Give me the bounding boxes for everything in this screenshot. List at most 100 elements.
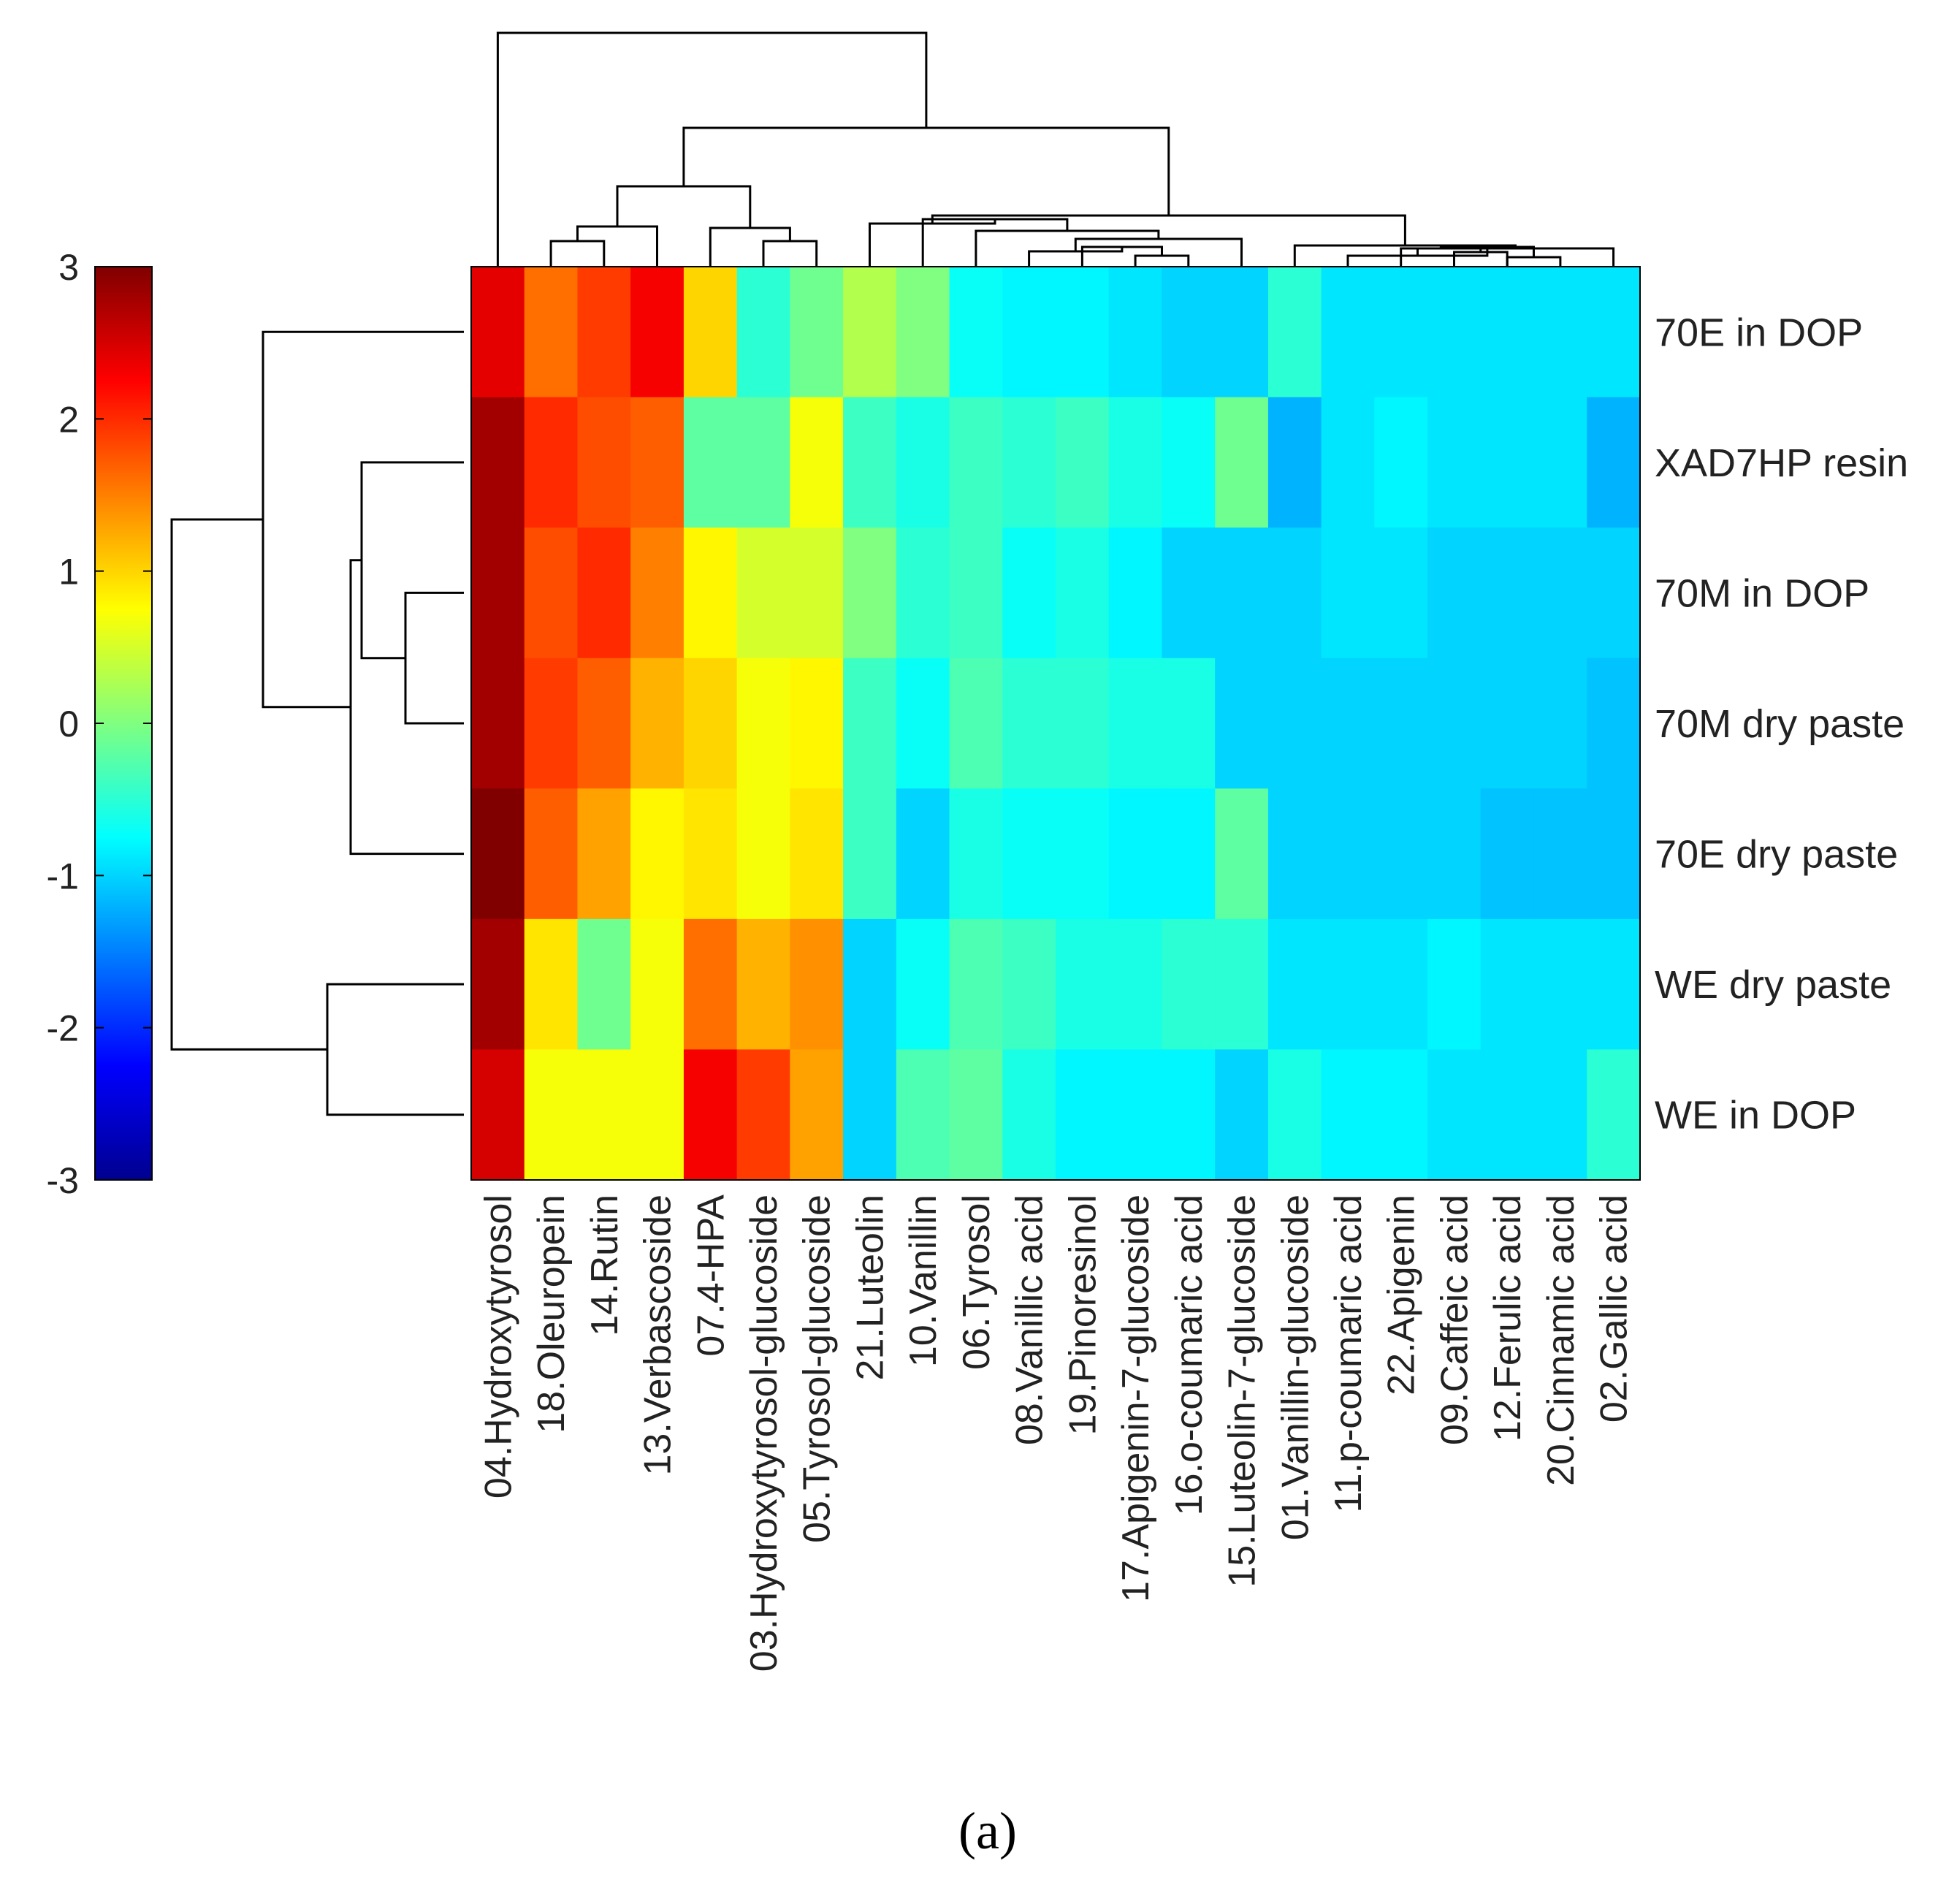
heatmap-cell: [577, 788, 631, 920]
heatmap-cell: [1427, 658, 1482, 789]
dendrogram-branch: [975, 229, 1160, 267]
heatmap-cell: [896, 267, 950, 398]
colorbar-tick-label: 3: [58, 247, 79, 288]
heatmap-cell: [1162, 788, 1216, 920]
heatmap-cell: [471, 788, 525, 920]
heatmap-cell: [1002, 1049, 1056, 1181]
colorbar-tick-label: 0: [58, 704, 79, 744]
heatmap-cell: [896, 788, 950, 920]
heatmap-cell: [1533, 788, 1587, 920]
heatmap-cell: [1056, 788, 1110, 920]
heatmap-cell: [524, 267, 579, 398]
heatmap-cell: [524, 527, 579, 659]
heatmap-cell: [1321, 918, 1375, 1051]
heatmap-cell: [736, 1049, 790, 1181]
heatmap-cell: [577, 397, 631, 528]
heatmap-cell: [843, 658, 897, 789]
heatmap-cell: [1162, 1049, 1216, 1181]
dendrogram-branch: [349, 559, 464, 856]
heatmap-cell: [736, 918, 790, 1051]
heatmap-cell: [790, 658, 844, 789]
colorbar-tick-label: -3: [47, 1160, 79, 1201]
dendrogram-branch: [682, 126, 1170, 216]
column-label: 10.Vanillin: [902, 1195, 945, 1367]
heatmap-cell: [1374, 1049, 1428, 1181]
heatmap-cell: [1267, 788, 1322, 920]
heatmap-cell: [843, 527, 897, 659]
heatmap-cell: [1162, 527, 1216, 659]
heatmap-cell: [1215, 267, 1269, 398]
heatmap-cell: [1267, 397, 1322, 528]
heatmap-cell: [790, 918, 844, 1051]
row-label: 70M dry paste: [1655, 702, 1904, 746]
dendrogram-branch: [404, 591, 464, 725]
row-label: WE dry paste: [1655, 963, 1891, 1007]
heatmap-cell: [949, 267, 1003, 398]
column-label: 22.Apigenin: [1381, 1195, 1423, 1395]
dendrogram-branch: [921, 218, 1069, 267]
heatmap-cell: [1427, 267, 1482, 398]
column-label: 20.Cinnamic acid: [1540, 1195, 1582, 1486]
heatmap-cell: [1374, 658, 1428, 789]
heatmap-cell: [524, 1049, 579, 1181]
heatmap-cell: [896, 527, 950, 659]
heatmap-cell: [1267, 267, 1322, 398]
heatmap-cell: [630, 527, 685, 659]
column-label: 05.Tyrosol-glucoside: [796, 1195, 839, 1543]
heatmap-cell: [1215, 658, 1269, 789]
heatmap-cell: [843, 267, 897, 398]
heatmap-cell: [630, 397, 685, 528]
row-label: 70E in DOP: [1655, 311, 1863, 354]
heatmap-cell: [1321, 397, 1375, 528]
row-label: 70E dry paste: [1655, 833, 1898, 877]
heatmap-cell: [1267, 1049, 1322, 1181]
heatmap-cell: [1480, 918, 1535, 1051]
heatmap-cell: [1321, 788, 1375, 920]
column-label: 18.Oleuropein: [530, 1195, 573, 1433]
heatmap-cell: [524, 788, 579, 920]
heatmap-cell: [1162, 918, 1216, 1051]
heatmap-cell: [736, 788, 790, 920]
heatmap-cell: [471, 527, 525, 659]
column-label: 01.Vanillin-glucoside: [1274, 1195, 1316, 1540]
heatmap-cell: [949, 397, 1003, 528]
heatmap-cell: [1215, 788, 1269, 920]
dendrogram-branch: [262, 330, 464, 709]
heatmap-cell: [843, 918, 897, 1051]
column-label: 21.Luteolin: [850, 1195, 892, 1380]
heatmap-cell: [790, 1049, 844, 1181]
dendrogram-branch: [170, 518, 327, 1051]
heatmap-cell: [524, 397, 579, 528]
column-label: 17.Apigenin-7-glucoside: [1115, 1195, 1157, 1602]
dendrogram-branch: [1453, 251, 1509, 267]
panel-label: (a): [958, 1802, 1017, 1860]
row-label: WE in DOP: [1655, 1094, 1856, 1138]
column-label: 12.Ferulic acid: [1487, 1195, 1529, 1441]
heatmap-cell: [896, 1049, 950, 1181]
heatmap-cell: [949, 918, 1003, 1051]
heatmap-cell: [683, 918, 738, 1051]
heatmap-cell: [683, 658, 738, 789]
heatmap-cell: [471, 658, 525, 789]
heatmap-cell: [1215, 397, 1269, 528]
heatmap-cell: [524, 918, 579, 1051]
column-label: 19.Pinoresinol: [1061, 1195, 1104, 1436]
dendrogram-branch: [709, 226, 791, 267]
dendrogram-branch: [549, 240, 606, 267]
heatmap-cell: [790, 267, 844, 398]
heatmap-cell: [949, 1049, 1003, 1181]
heatmap-cell: [1480, 1049, 1535, 1181]
heatmap-cell: [471, 1049, 525, 1181]
heatmap-cell: [1587, 267, 1641, 398]
heatmap-cell: [790, 527, 844, 659]
heatmap-cell: [1321, 1049, 1375, 1181]
dendrogram-branch: [326, 983, 464, 1116]
heatmap-cell: [683, 1049, 738, 1181]
heatmap-cell: [1215, 527, 1269, 659]
heatmap-cell: [577, 658, 631, 789]
colorbar-tick-label: -1: [47, 856, 79, 896]
heatmap-cell: [736, 267, 790, 398]
heatmap-cell: [949, 788, 1003, 920]
heatmap-cell: [683, 267, 738, 398]
